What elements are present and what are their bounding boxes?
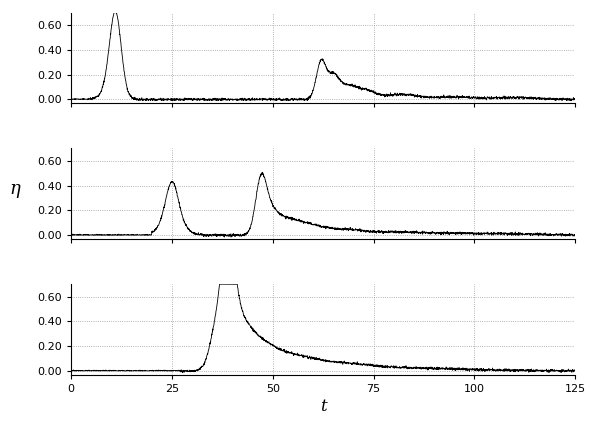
Text: η: η [9, 181, 20, 198]
X-axis label: t: t [320, 398, 327, 415]
